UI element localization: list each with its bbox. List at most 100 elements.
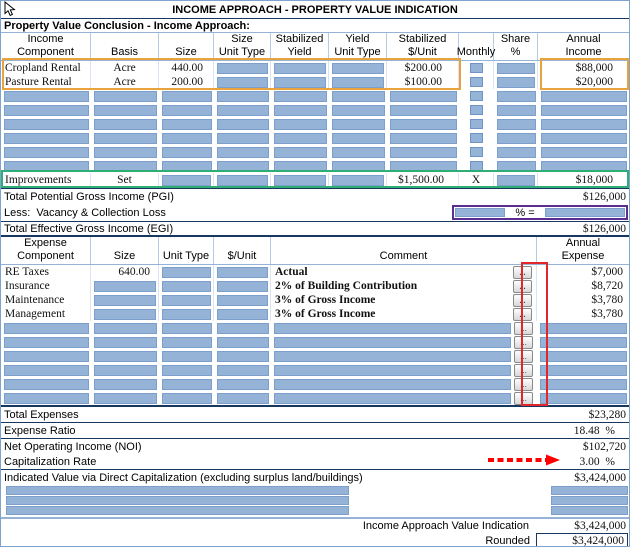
size-unit-input[interactable] bbox=[214, 103, 271, 117]
expense-annual-input[interactable] bbox=[537, 377, 629, 391]
basis-value[interactable]: Acre bbox=[91, 61, 159, 75]
yield-unit-input[interactable] bbox=[329, 75, 387, 89]
expense-unit-type-input[interactable] bbox=[159, 335, 214, 349]
rounded-value-box[interactable]: $3,424,000 bbox=[536, 533, 628, 546]
detail-input-left[interactable] bbox=[6, 506, 349, 515]
unit-price-value[interactable]: $100.00 bbox=[387, 75, 459, 89]
expense-size-input[interactable] bbox=[91, 349, 159, 363]
unit-price-value[interactable]: $1,500.00 bbox=[387, 173, 459, 187]
component-value[interactable]: Pasture Rental bbox=[1, 75, 91, 89]
basis-input[interactable] bbox=[91, 89, 159, 103]
expense-component-input[interactable] bbox=[1, 349, 91, 363]
expense-component-input[interactable] bbox=[1, 391, 91, 405]
detail-input-left[interactable] bbox=[6, 486, 349, 495]
component-input[interactable] bbox=[1, 145, 91, 159]
yield-unit-input[interactable] bbox=[329, 117, 387, 131]
expense-component-value[interactable]: Management bbox=[1, 307, 91, 321]
expense-size-input[interactable] bbox=[91, 377, 159, 391]
unit-price-input[interactable] bbox=[387, 159, 459, 173]
stabilized-yield-input[interactable] bbox=[271, 61, 329, 75]
expense-component-value[interactable]: Insurance bbox=[1, 279, 91, 293]
expense-unit-price-input[interactable] bbox=[214, 321, 271, 335]
expense-unit-type-input[interactable] bbox=[159, 321, 214, 335]
expense-unit-type-input[interactable] bbox=[159, 349, 214, 363]
size-value[interactable]: 440.00 bbox=[159, 61, 214, 75]
expense-comment-input[interactable]: ... bbox=[271, 391, 537, 405]
yield-unit-input[interactable] bbox=[329, 89, 387, 103]
component-input[interactable] bbox=[1, 131, 91, 145]
annual-income-input[interactable] bbox=[538, 103, 629, 117]
share-pct-input[interactable] bbox=[494, 131, 538, 145]
component-value[interactable]: Improvements bbox=[1, 173, 91, 187]
basis-value[interactable]: Acre bbox=[91, 75, 159, 89]
comment-picker-button[interactable]: ... bbox=[514, 336, 533, 349]
monthly-checkbox[interactable] bbox=[459, 89, 494, 103]
yield-unit-input[interactable] bbox=[329, 103, 387, 117]
expense-unit-price-input[interactable] bbox=[214, 349, 271, 363]
expense-unit-price-input[interactable] bbox=[214, 363, 271, 377]
size-unit-input[interactable] bbox=[214, 145, 271, 159]
expense-size-input[interactable] bbox=[91, 293, 159, 307]
expense-unit-price-input[interactable] bbox=[214, 279, 271, 293]
share-pct-input[interactable] bbox=[494, 103, 538, 117]
expense-component-value[interactable]: Maintenance bbox=[1, 293, 91, 307]
vacancy-amount-input[interactable] bbox=[455, 208, 505, 217]
yield-unit-input[interactable] bbox=[329, 131, 387, 145]
size-input[interactable] bbox=[159, 89, 214, 103]
share-pct-input[interactable] bbox=[494, 145, 538, 159]
basis-input[interactable] bbox=[91, 117, 159, 131]
monthly-flag[interactable]: X bbox=[459, 173, 494, 187]
share-pct-input[interactable] bbox=[494, 61, 538, 75]
expense-unit-price-input[interactable] bbox=[214, 391, 271, 405]
stabilized-yield-input[interactable] bbox=[271, 145, 329, 159]
expense-unit-type-input[interactable] bbox=[159, 293, 214, 307]
basis-input[interactable] bbox=[91, 145, 159, 159]
annual-income-input[interactable] bbox=[538, 145, 629, 159]
size-input[interactable] bbox=[159, 145, 214, 159]
expense-size-value[interactable]: 640.00 bbox=[91, 265, 159, 279]
unit-price-value[interactable]: $200.00 bbox=[387, 61, 459, 75]
stabilized-yield-input[interactable] bbox=[271, 131, 329, 145]
comment-picker-button[interactable]: ... bbox=[514, 392, 533, 405]
yield-unit-input[interactable] bbox=[329, 61, 387, 75]
cap-rate-value[interactable]: 3.00 % bbox=[579, 455, 615, 468]
expense-annual-input[interactable] bbox=[537, 349, 629, 363]
unit-price-input[interactable] bbox=[387, 145, 459, 159]
expense-unit-type-input[interactable] bbox=[159, 391, 214, 405]
expense-unit-price-input[interactable] bbox=[214, 377, 271, 391]
expense-annual-input[interactable] bbox=[537, 391, 629, 405]
expense-size-input[interactable] bbox=[91, 391, 159, 405]
expense-unit-price-input[interactable] bbox=[214, 335, 271, 349]
comment-picker-button[interactable]: ... bbox=[514, 350, 533, 363]
expense-annual-input[interactable] bbox=[537, 363, 629, 377]
expense-component-value[interactable]: RE Taxes bbox=[1, 265, 91, 279]
stabilized-yield-input[interactable] bbox=[271, 75, 329, 89]
expense-comment-input[interactable]: ... bbox=[271, 321, 537, 335]
size-value[interactable]: 200.00 bbox=[159, 75, 214, 89]
stabilized-yield-input[interactable] bbox=[271, 103, 329, 117]
detail-input-right[interactable] bbox=[551, 486, 628, 495]
expense-comment-value[interactable]: Actual ... bbox=[271, 265, 537, 279]
annual-income-input[interactable] bbox=[538, 159, 629, 173]
size-unit-input[interactable] bbox=[214, 173, 271, 187]
monthly-checkbox[interactable] bbox=[459, 145, 494, 159]
unit-price-input[interactable] bbox=[387, 117, 459, 131]
comment-picker-button[interactable]: ... bbox=[513, 280, 532, 293]
expense-comment-input[interactable]: ... bbox=[271, 363, 537, 377]
stabilized-yield-input[interactable] bbox=[271, 173, 329, 187]
comment-picker-button[interactable]: ... bbox=[514, 322, 533, 335]
monthly-checkbox[interactable] bbox=[459, 103, 494, 117]
monthly-checkbox[interactable] bbox=[459, 75, 494, 89]
expense-size-input[interactable] bbox=[91, 335, 159, 349]
stabilized-yield-input[interactable] bbox=[271, 159, 329, 173]
expense-comment-input[interactable]: ... bbox=[271, 335, 537, 349]
size-unit-input[interactable] bbox=[214, 131, 271, 145]
unit-price-input[interactable] bbox=[387, 103, 459, 117]
component-input[interactable] bbox=[1, 159, 91, 173]
component-input[interactable] bbox=[1, 103, 91, 117]
size-unit-input[interactable] bbox=[214, 159, 271, 173]
unit-price-input[interactable] bbox=[387, 131, 459, 145]
annual-income-input[interactable] bbox=[538, 89, 629, 103]
share-pct-input[interactable] bbox=[494, 75, 538, 89]
expense-component-input[interactable] bbox=[1, 377, 91, 391]
